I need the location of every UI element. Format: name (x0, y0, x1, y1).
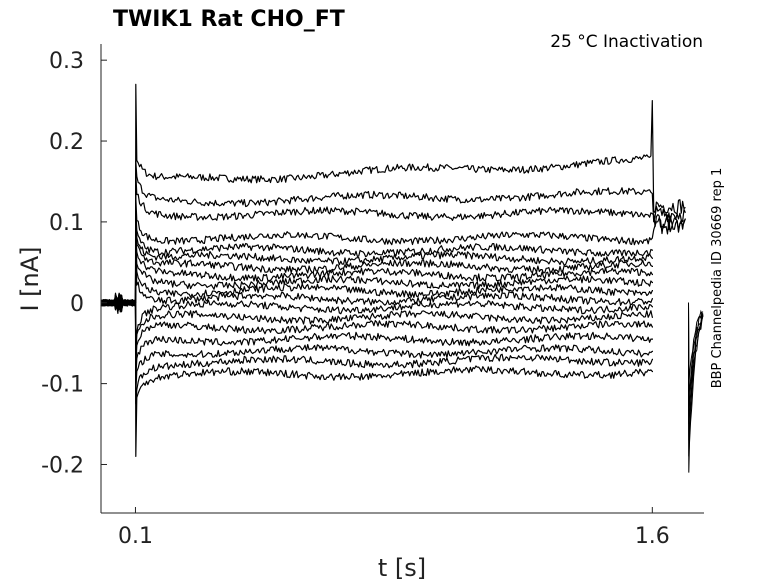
y-tick-label-1: 0.2 (49, 130, 84, 155)
current-trace-16 (100, 299, 653, 405)
y-tick-label-2: 0.1 (49, 211, 84, 236)
current-trace-5 (100, 217, 653, 312)
current-trace-13 (100, 295, 653, 368)
tail-trace-3 (688, 302, 704, 425)
y-tick-label-4: -0.1 (41, 373, 84, 398)
current-trace-8 (100, 241, 653, 308)
current-trace-10 (100, 257, 653, 307)
current-traces (100, 83, 704, 473)
x-tick-label-1: 1.6 (635, 524, 670, 549)
current-trace-17 (100, 298, 653, 457)
current-trace-11 (100, 292, 653, 348)
current-trace-2 (100, 172, 686, 314)
x-tick-label-0: 0.1 (118, 524, 153, 549)
temperature-protocol-annotation: 25 °C Inactivation (550, 32, 703, 52)
current-trace-4 (100, 209, 653, 310)
y-tick-label-3: 0 (70, 292, 84, 317)
current-trace-14 (100, 294, 653, 381)
tail-trace-5 (688, 302, 704, 392)
current-trace-12 (100, 294, 653, 359)
channelpedia-id-label: BBP Channelpedia ID 30669 rep 1 (710, 168, 725, 389)
y-axis-ticks: 0.3 0.2 0.1 0 -0.1 -0.2 (41, 49, 107, 478)
current-trace-7 (100, 233, 653, 307)
chart-title: TWIK1 Rat CHO_FT (113, 7, 345, 32)
y-tick-label-0: 0.3 (49, 49, 84, 74)
current-trace-15 (100, 299, 653, 393)
current-trace-0 (100, 83, 686, 310)
x-axis-ticks: 0.1 1.6 (118, 507, 670, 549)
current-trace-3 (100, 197, 686, 312)
current-trace-1 (100, 160, 686, 309)
tail-trace-4 (688, 302, 704, 408)
current-trace-6 (100, 225, 653, 313)
y-tick-label-5: -0.2 (41, 453, 84, 478)
current-trace-9 (100, 249, 653, 312)
y-axis-label: I [nA] (16, 246, 44, 311)
x-axis-label: t [s] (378, 554, 426, 582)
